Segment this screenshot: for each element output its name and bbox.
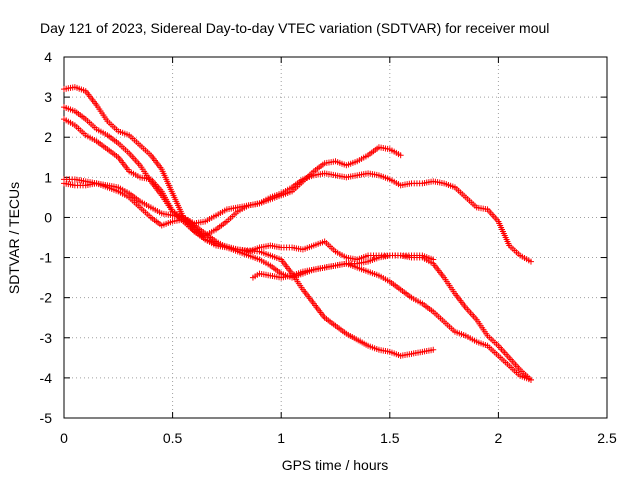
y-tick-label: 0 <box>44 209 52 225</box>
x-axis-label: GPS time / hours <box>282 457 389 473</box>
x-tick-label: 1 <box>277 430 285 446</box>
x-tick-label: 1.5 <box>380 430 400 446</box>
y-tick-label: 3 <box>44 89 52 105</box>
y-tick-label: -4 <box>40 370 53 386</box>
y-tick-label: -1 <box>40 250 53 266</box>
satellite-6-point <box>430 256 437 263</box>
y-axis-label: SDTVAR / TECUs <box>6 182 22 294</box>
y-tick-label: -5 <box>40 410 53 426</box>
x-tick-label: 0 <box>60 430 68 446</box>
plot-area-border <box>63 56 608 419</box>
y-tick-label: -2 <box>40 290 53 306</box>
data-points <box>61 84 534 383</box>
y-tick-label: 1 <box>44 169 52 185</box>
satellite-1-point <box>430 346 437 353</box>
chart-title: Day 121 of 2023, Sidereal Day-to-day VTE… <box>40 20 549 36</box>
x-tick-label: 2.5 <box>597 430 617 446</box>
y-axis-ticks: -5 -4 -3 -2 -1 0 1 2 3 4 <box>40 49 607 426</box>
y-tick-label: -3 <box>40 330 53 346</box>
satellite-3-point <box>397 152 404 159</box>
x-tick-label: 0.5 <box>163 430 183 446</box>
grid-lines <box>64 57 607 418</box>
satellite-5-point <box>527 376 534 383</box>
x-tick-label: 2 <box>495 430 503 446</box>
satellite-2-point <box>527 258 534 265</box>
y-tick-label: 2 <box>44 129 52 145</box>
y-tick-label: 4 <box>44 49 52 65</box>
x-axis-ticks: 0 0.5 1 1.5 2 2.5 <box>60 57 617 446</box>
